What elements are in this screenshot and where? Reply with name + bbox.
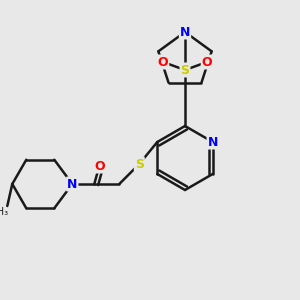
Text: O: O [202, 56, 212, 68]
Text: O: O [158, 56, 168, 68]
Text: CH₃: CH₃ [0, 207, 8, 217]
Text: N: N [208, 136, 218, 148]
Text: N: N [67, 178, 77, 190]
Text: N: N [180, 26, 190, 38]
Text: S: S [135, 158, 144, 170]
Text: S: S [181, 64, 190, 76]
Text: O: O [94, 160, 105, 172]
